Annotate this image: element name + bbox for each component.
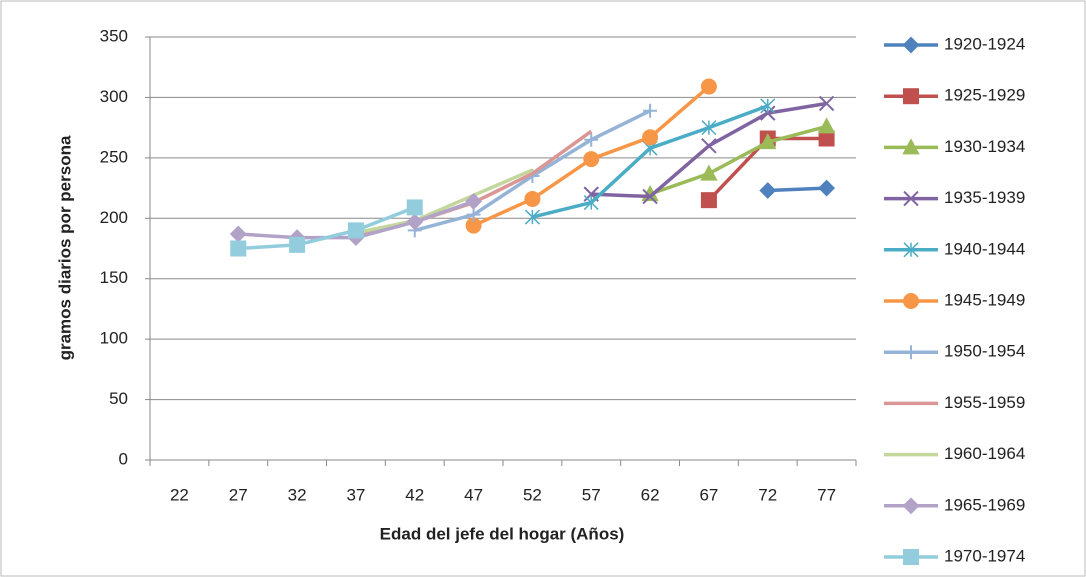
legend-marker bbox=[904, 345, 918, 360]
x-tick-label: 77 bbox=[817, 485, 836, 504]
x-tick-label: 57 bbox=[582, 485, 601, 504]
marker bbox=[700, 164, 718, 181]
legend-marker bbox=[902, 497, 920, 515]
x-tick-label: 32 bbox=[288, 485, 307, 504]
legend-label: 1940-1944 bbox=[944, 239, 1025, 258]
legend-label: 1950-1954 bbox=[944, 342, 1025, 361]
marker bbox=[230, 240, 247, 257]
series-line bbox=[649, 124, 828, 196]
legend-label: 1960-1964 bbox=[944, 444, 1025, 463]
legend-label: 1930-1934 bbox=[944, 137, 1025, 156]
marker bbox=[524, 209, 540, 225]
legend-marker bbox=[902, 138, 920, 155]
y-tick-label: 250 bbox=[100, 147, 128, 166]
y-tick-label: 300 bbox=[100, 87, 128, 106]
legend-label: 1925-1929 bbox=[944, 86, 1025, 105]
legend-marker bbox=[903, 549, 919, 565]
legend-label: 1920-1924 bbox=[944, 34, 1025, 53]
x-tick-label: 37 bbox=[346, 485, 365, 504]
legend-label: 1935-1939 bbox=[944, 188, 1025, 207]
x-tick-label: 27 bbox=[229, 485, 248, 504]
marker bbox=[465, 192, 482, 210]
legend-marker bbox=[903, 88, 919, 105]
legend-label: 1965-1969 bbox=[944, 495, 1025, 514]
marker bbox=[347, 222, 364, 239]
marker bbox=[583, 151, 600, 168]
y-tick-label: 150 bbox=[100, 268, 128, 287]
marker bbox=[759, 133, 777, 150]
legend-marker bbox=[903, 242, 919, 258]
x-tick-label: 22 bbox=[170, 485, 189, 504]
x-tick-label: 47 bbox=[464, 485, 483, 504]
marker bbox=[817, 117, 836, 134]
x-tick-label: 72 bbox=[758, 485, 777, 504]
legend-marker bbox=[903, 293, 919, 309]
y-tick-label: 200 bbox=[100, 208, 128, 227]
marker bbox=[289, 236, 306, 253]
marker bbox=[701, 138, 717, 154]
y-tick-label: 50 bbox=[109, 389, 128, 408]
marker bbox=[466, 207, 481, 222]
legend-marker bbox=[903, 190, 919, 207]
marker bbox=[700, 192, 717, 209]
marker bbox=[642, 129, 659, 146]
y-tick-label: 0 bbox=[119, 449, 128, 468]
marker bbox=[583, 195, 599, 211]
marker bbox=[700, 78, 717, 95]
x-tick-label: 67 bbox=[699, 485, 718, 504]
marker bbox=[643, 103, 658, 118]
x-tick-label: 52 bbox=[523, 485, 542, 504]
marker bbox=[584, 132, 599, 147]
y-tick-label: 350 bbox=[100, 26, 128, 45]
series-line bbox=[767, 186, 827, 193]
series-line bbox=[355, 168, 534, 235]
marker bbox=[818, 179, 835, 197]
legend-label: 1945-1949 bbox=[944, 290, 1025, 309]
marker bbox=[406, 213, 424, 231]
series-line bbox=[238, 205, 416, 251]
y-tick-label: 100 bbox=[100, 329, 128, 348]
marker bbox=[760, 98, 776, 114]
x-axis-title: Edad del jefe del hogar (Años) bbox=[380, 524, 625, 543]
legend-marker bbox=[902, 36, 920, 54]
x-tick-label: 42 bbox=[405, 485, 424, 504]
marker bbox=[701, 120, 717, 136]
marker bbox=[642, 188, 658, 205]
marker bbox=[759, 182, 777, 199]
marker bbox=[524, 190, 541, 207]
marker bbox=[406, 199, 423, 216]
y-axis-title: gramos diarios por persona bbox=[55, 135, 74, 360]
legend-label: 1970-1974 bbox=[944, 546, 1025, 565]
marker bbox=[818, 95, 835, 112]
legend-label: 1955-1959 bbox=[944, 393, 1025, 412]
x-tick-label: 62 bbox=[641, 485, 660, 504]
marker bbox=[818, 130, 835, 147]
